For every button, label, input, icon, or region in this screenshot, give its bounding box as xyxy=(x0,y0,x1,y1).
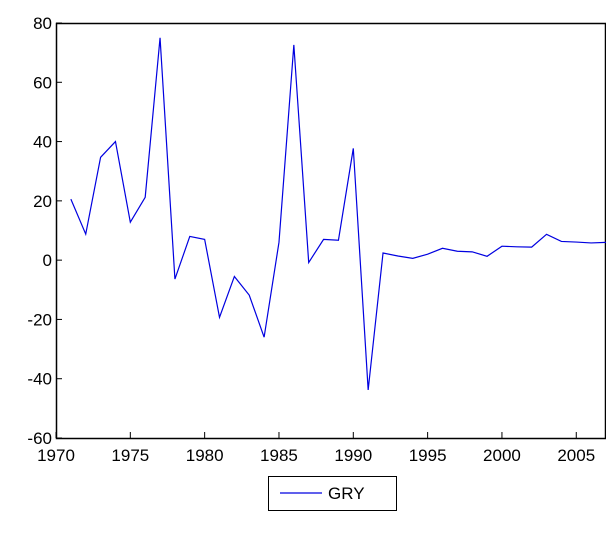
x-tick-label: 1990 xyxy=(334,446,372,465)
x-tick-label: 2005 xyxy=(557,446,595,465)
x-tick-label: 2000 xyxy=(483,446,521,465)
x-tick-label: 1995 xyxy=(409,446,447,465)
series-line xyxy=(70,37,606,391)
y-tick-label: -40 xyxy=(27,370,52,389)
plot-frame xyxy=(55,22,606,440)
y-tick-label: 40 xyxy=(33,133,52,152)
x-tick-label: 1985 xyxy=(260,446,298,465)
y-tick-label: 80 xyxy=(33,14,52,33)
y-tick-label: 60 xyxy=(33,73,52,92)
x-tick-label: 1970 xyxy=(37,446,75,465)
y-tick-label: 0 xyxy=(43,251,52,270)
y-tick-label: -60 xyxy=(27,429,52,448)
y-tick-label: -20 xyxy=(27,310,52,329)
y-tick-label: 20 xyxy=(33,192,52,211)
x-tick-label: 1975 xyxy=(111,446,149,465)
legend-label: GRY xyxy=(328,484,365,503)
x-tick-label: 1980 xyxy=(186,446,224,465)
